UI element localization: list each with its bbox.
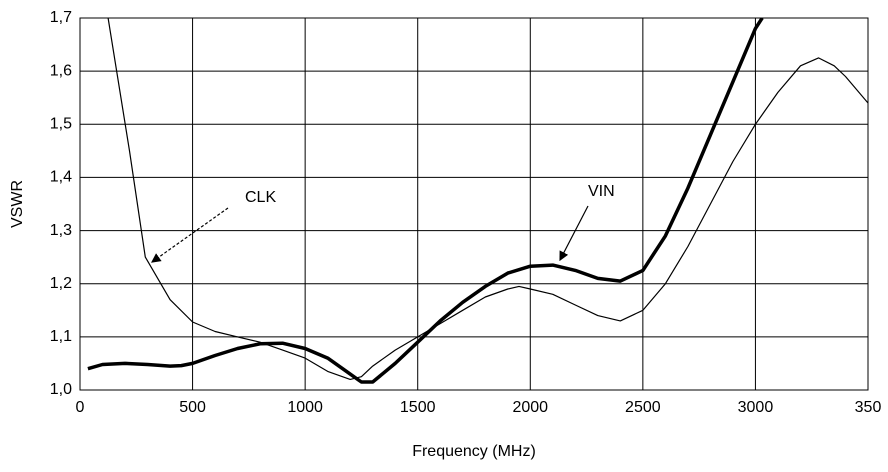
x-tick-label: 1000 [287, 399, 323, 416]
series-line [87, 18, 764, 384]
x-tick-label: 3000 [738, 399, 774, 416]
x-tick-label: 500 [179, 399, 206, 416]
annotation: CLK [245, 189, 276, 206]
y-axis-label: VSWR [9, 180, 26, 228]
annotation: VIN [588, 183, 615, 200]
y-tick-label: 1,5 [50, 116, 72, 133]
y-tick-label: 1,1 [50, 328, 72, 345]
series-line [107, 18, 868, 380]
x-tick-label: 1500 [400, 399, 436, 416]
y-tick-label: 1,2 [50, 275, 72, 292]
y-tick-label: 1,7 [50, 9, 72, 26]
x-tick-label: 2000 [512, 399, 548, 416]
annotation-arrow [151, 207, 229, 263]
plot-frame [79, 17, 869, 391]
y-tick-label: 1,3 [50, 222, 72, 239]
x-tick-label: 0 [76, 399, 85, 416]
y-tick-label: 1,6 [50, 62, 72, 79]
annotation-arrow [559, 205, 589, 262]
y-tick-label: 1,4 [50, 169, 72, 186]
x-tick-label: 350 [855, 399, 882, 416]
x-tick-label: 2500 [625, 399, 661, 416]
y-tick-label: 1,0 [50, 381, 72, 398]
x-axis-label: Frequency (MHz) [412, 443, 536, 460]
